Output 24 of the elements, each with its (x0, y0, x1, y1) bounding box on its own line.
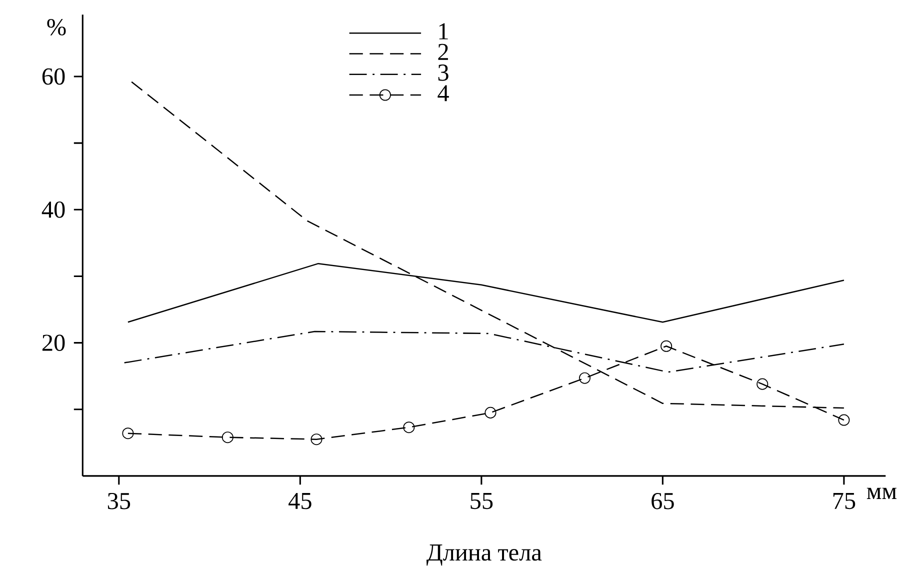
legend-label: 3 (438, 64, 448, 81)
point (310, 433, 322, 445)
point (756, 378, 768, 390)
x-tick-label: 75 (833, 492, 856, 509)
y-tick-label: 60 (42, 68, 65, 85)
legend-label: 1 (439, 23, 448, 40)
point (484, 406, 496, 418)
x-axis-title: Длина тела (426, 544, 542, 566)
x-tick-label: 35 (108, 492, 130, 510)
point (578, 372, 591, 384)
y-tick-label: 20 (42, 334, 65, 351)
point (122, 427, 134, 439)
legend-label: 2 (438, 44, 448, 60)
point (660, 340, 672, 352)
x-tick-label: 45 (288, 492, 312, 510)
x-tick-label: 55 (470, 492, 493, 509)
point (222, 431, 234, 443)
point (403, 421, 415, 433)
y-axis-title: % (47, 18, 66, 36)
point (838, 414, 850, 426)
legend-label: 4 (438, 85, 449, 102)
text: мм (866, 488, 896, 499)
x-tick-label: 65 (652, 492, 674, 510)
y-tick-label: 40 (42, 201, 65, 218)
